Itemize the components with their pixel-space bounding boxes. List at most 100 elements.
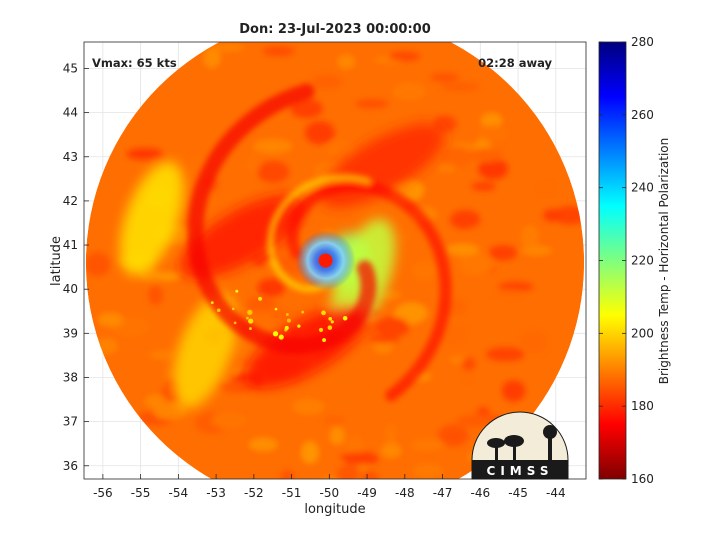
speckle <box>231 307 235 311</box>
plot-area: -56 -55 -54 -53 -52 -51 -50 -49 -48 -47 -46 -45 -44 3… <box>63 41 587 500</box>
speckle <box>342 315 348 321</box>
colorbar-gradient <box>598 41 627 480</box>
speckle <box>210 301 214 305</box>
texture-blob <box>312 74 342 90</box>
texture-blob <box>520 224 540 248</box>
texture-blob <box>384 423 398 447</box>
texture-blob <box>456 414 496 428</box>
convective-speckles <box>210 289 348 342</box>
texture-blob <box>211 43 246 52</box>
texture-blob <box>149 349 174 361</box>
y-tick-label: 38 <box>63 370 78 384</box>
texture-blob <box>292 398 325 415</box>
x-axis-label: longitude <box>304 502 365 517</box>
texture-blob <box>368 335 400 344</box>
texture-blob <box>252 138 293 154</box>
cimss-logo: CIMSS <box>471 411 569 480</box>
speckle <box>330 320 334 324</box>
speckle <box>297 324 301 328</box>
speckle <box>248 318 254 324</box>
texture-blob <box>410 438 445 452</box>
texture-blob <box>498 281 534 292</box>
x-tick-label: -48 <box>395 486 415 500</box>
speckle <box>246 316 249 320</box>
texture-blob <box>480 112 503 128</box>
colorbar-tick-label: 260 <box>631 108 654 122</box>
texture-blob <box>437 163 457 173</box>
colorbar-tick-label: 220 <box>631 254 654 268</box>
texture-blob <box>471 181 496 192</box>
texture-blob <box>340 451 380 466</box>
speckle <box>284 325 289 330</box>
y-tick-label: 44 <box>63 106 78 120</box>
texture-blob <box>486 346 525 362</box>
speckle <box>286 318 291 323</box>
texture-blob <box>270 309 290 318</box>
x-tick-label: -53 <box>206 486 226 500</box>
texture-blob <box>380 443 402 459</box>
texture-blob <box>323 416 345 425</box>
texture-blob <box>413 114 433 127</box>
texture-blob <box>148 285 163 306</box>
texture-blob <box>461 356 476 372</box>
speckle <box>274 307 278 311</box>
colorbar-tick-label: 280 <box>631 35 654 49</box>
texture-blob <box>478 158 509 180</box>
speckle <box>301 310 305 314</box>
texture-blob <box>488 244 518 261</box>
texture-blob <box>469 148 503 162</box>
texture-blob <box>152 271 182 282</box>
texture-blob <box>97 312 124 328</box>
speckle <box>249 327 252 331</box>
rain-band <box>187 83 377 354</box>
warm-band <box>120 161 184 276</box>
x-tick-label: -55 <box>131 486 151 500</box>
texture-blob <box>203 47 222 69</box>
speckle <box>272 331 279 337</box>
texture-blob <box>494 290 522 299</box>
texture-blob <box>257 278 286 298</box>
rain-band <box>286 179 452 402</box>
texture-blob <box>245 152 260 175</box>
plot-frame <box>83 41 587 480</box>
colorbar-label: Brightness Temp - Horizontal Polarizatio… <box>657 138 671 385</box>
texture-blob <box>501 380 526 402</box>
texture-blob <box>397 231 412 242</box>
texture-blob <box>412 462 444 479</box>
speckle <box>318 327 324 332</box>
logo-text: CIMSS <box>487 464 554 478</box>
texture-blob <box>553 206 585 225</box>
x-tick-label: -56 <box>93 486 113 500</box>
colorbar: 160 180 200 220 240 260 280 Brightness Temp - … <box>598 35 671 486</box>
speckle <box>278 334 284 340</box>
texture-blob <box>520 331 548 354</box>
y-tick-label: 45 <box>63 61 78 75</box>
texture-blob <box>543 209 562 222</box>
speckle <box>327 325 333 330</box>
inner-band <box>266 173 372 293</box>
texture-blob <box>374 316 410 338</box>
texture-blob <box>263 46 295 57</box>
time-away-annotation: 02:28 away <box>478 56 552 70</box>
x-tick-label: -50 <box>320 486 340 500</box>
texture-blob <box>388 51 421 62</box>
speckle <box>235 289 239 293</box>
x-tick-label: -52 <box>244 486 264 500</box>
x-tick-label: -46 <box>471 486 491 500</box>
colorbar-ticks: 160 180 200 220 240 260 280 <box>599 35 654 486</box>
microwave-swath <box>85 42 585 479</box>
vmax-annotation: Vmax: 65 kts <box>92 56 177 70</box>
texture-blob <box>280 469 295 479</box>
texture-blob <box>457 252 493 277</box>
y-tick-label: 39 <box>63 326 78 340</box>
texture-blob <box>355 99 389 109</box>
x-tick-label: -49 <box>357 486 377 500</box>
speckle <box>285 313 289 316</box>
texture-blob <box>305 121 335 145</box>
speckle <box>328 316 333 321</box>
texture-blob <box>391 81 427 102</box>
warm-band <box>172 293 237 409</box>
texture-blob <box>430 73 460 82</box>
y-axis-label: latitude <box>49 236 64 286</box>
